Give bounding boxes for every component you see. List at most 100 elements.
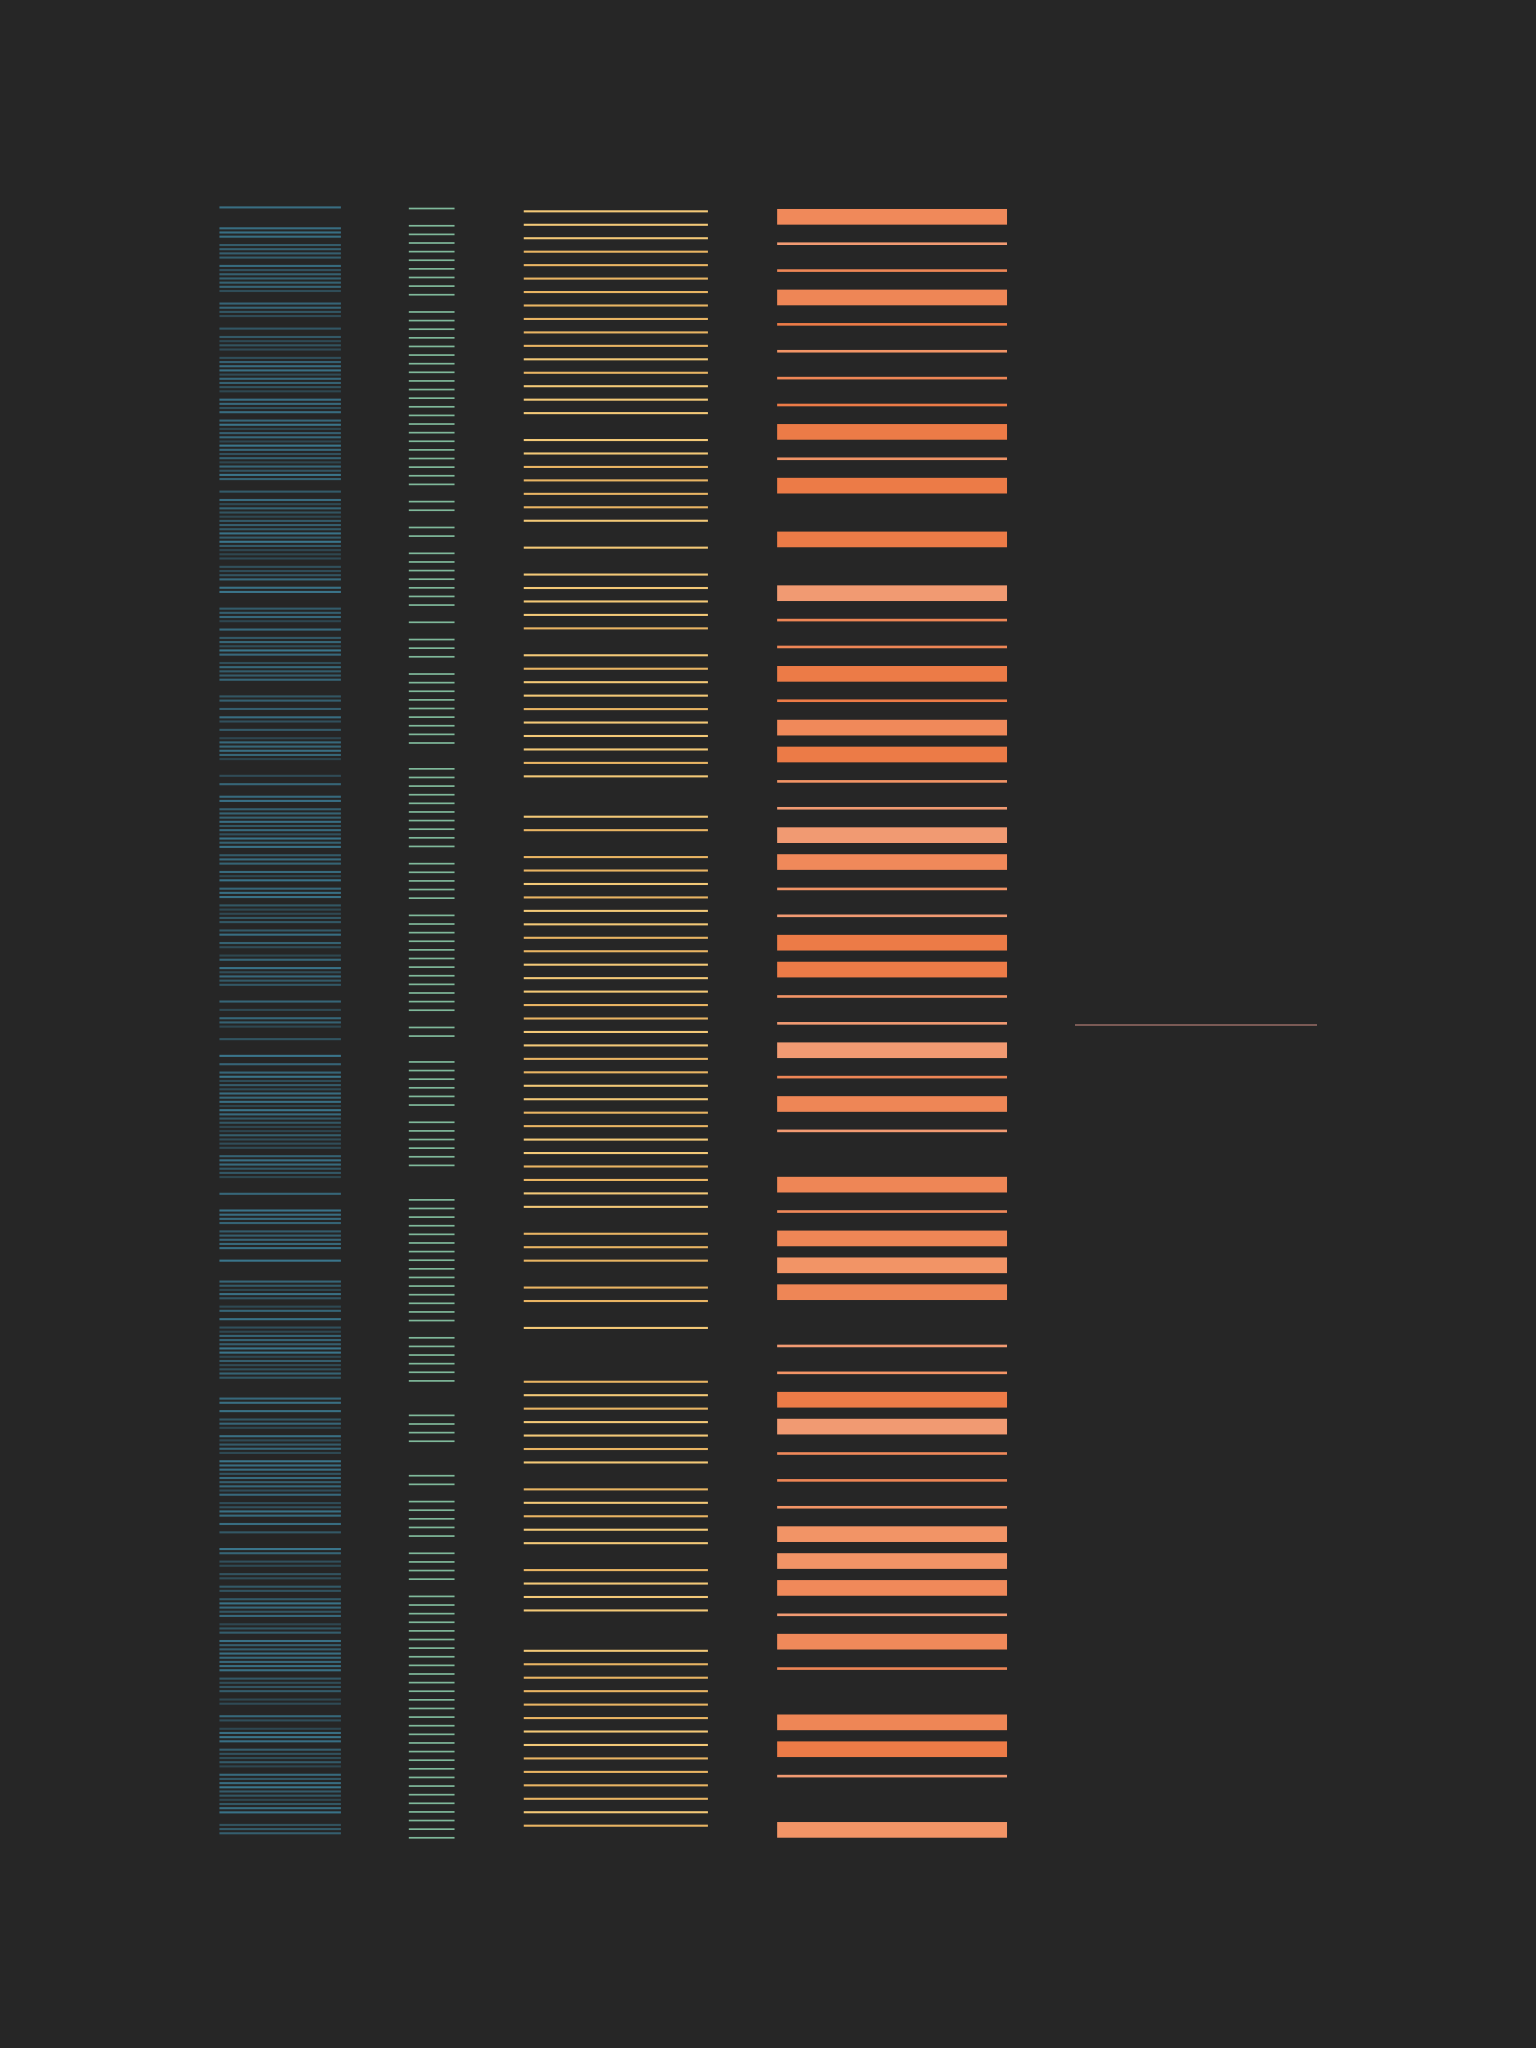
blue-line [219,1506,341,1509]
yellow-line [523,519,708,522]
yellow-line [523,1703,708,1706]
yellow-line [523,1246,708,1249]
blue-line [219,699,341,702]
yellow-line [523,1004,708,1007]
green-line [408,586,455,589]
blue-line [219,478,341,481]
green-line [408,1207,455,1210]
blue-line [219,503,341,506]
yellow-line [523,1609,708,1612]
blue-line [219,1372,341,1375]
blue-line [219,904,341,907]
yellow-line [523,586,708,590]
green-line [408,1474,455,1477]
blue-line [219,1756,341,1760]
green-line [408,1750,455,1753]
blue-line [219,406,341,410]
blue-line [219,1192,341,1195]
blue-line [219,661,341,665]
blue-line [219,536,341,539]
blue-line [219,1823,341,1826]
blue-line [219,1648,341,1651]
blue-line [219,1690,341,1693]
blue-line [219,1832,341,1835]
green-line [408,1086,455,1089]
green-line [408,621,455,624]
green-line [408,647,455,650]
yellow-line [523,856,708,859]
green-line [408,552,455,555]
green-line [408,655,455,658]
blue-line [219,1731,341,1735]
orange-bar [777,1741,1008,1758]
orange-bar [777,827,1008,843]
green-line [408,983,455,986]
blue-line [219,758,341,761]
yellow-line [523,1676,708,1679]
blue-line [219,716,341,719]
green-line [408,1035,455,1037]
blue-line [219,365,341,368]
blue-line [219,1489,341,1492]
blue-line [219,1435,341,1438]
blue-line [219,707,341,711]
orange-bar [777,1633,1008,1650]
blue-line [219,1309,341,1312]
yellow-line [523,1690,708,1693]
green-line [408,768,455,770]
blue-line [219,1761,341,1764]
yellow-line [523,1784,708,1787]
yellow-line [523,371,708,374]
blue-line [219,678,341,681]
yellow-line [523,1044,708,1047]
yellow-line [523,775,708,778]
yellow-line [523,210,708,213]
blue-line [219,281,341,284]
yellow-line [523,277,708,280]
blue-line [219,879,341,882]
blue-line [219,448,341,451]
blue-line [219,1305,341,1308]
blue-line [219,674,341,677]
orange-bar [777,780,1008,783]
green-line [408,923,455,925]
yellow-line [523,667,708,670]
blue-line [219,1665,341,1668]
yellow-line [523,237,708,240]
green-line [408,268,455,270]
blue-line [219,1777,341,1780]
yellow-line [523,1447,708,1451]
green-line [408,1776,455,1779]
blue-line [219,1476,341,1480]
yellow-line [523,1380,708,1383]
blue-line [219,519,341,522]
blue-line [219,1084,341,1087]
yellow-line [523,264,708,267]
blue-line [219,1510,341,1513]
blue-line [219,377,341,380]
blue-line [219,979,341,982]
blue-line [219,670,341,673]
yellow-line [523,1030,708,1034]
green-line [408,362,455,365]
blue-line [219,607,341,610]
blue-line [219,933,341,936]
green-line [408,276,455,279]
blue-line [219,1100,341,1103]
green-line [408,862,455,865]
blue-line [219,1481,341,1484]
orange-bar [777,1418,1008,1435]
orange-bar [777,1774,1008,1778]
green-line [408,371,455,374]
green-line [408,742,455,744]
blue-line [219,469,341,472]
yellow-line [523,223,708,226]
yellow-line [523,1205,708,1208]
orange-bar [777,961,1008,978]
green-line [408,1061,455,1063]
yellow-line [523,317,708,320]
blue-line [219,1493,341,1496]
orange-bar [777,242,1008,246]
blue-line [219,427,341,430]
green-line [408,681,455,684]
